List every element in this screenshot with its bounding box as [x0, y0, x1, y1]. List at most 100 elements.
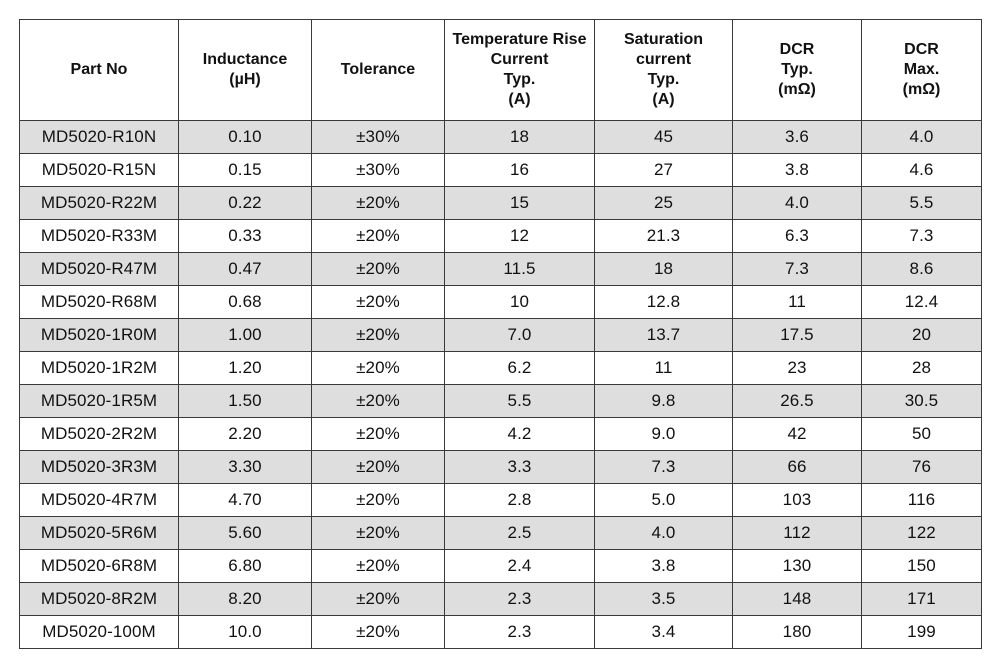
cell-inductance: 1.20 [178, 351, 312, 385]
table-row: MD5020-R10N 0.10 ±30% 18 45 3.6 4.0 [19, 120, 982, 154]
cell-part-no: MD5020-4R7M [19, 483, 179, 517]
table-body: MD5020-R10N 0.10 ±30% 18 45 3.6 4.0 MD5020-R15N… [19, 120, 982, 649]
cell-dcr-max: 50 [861, 417, 982, 451]
cell-temp-rise-current: 2.8 [444, 483, 595, 517]
cell-saturation-current: 9.8 [594, 384, 733, 418]
cell-dcr-max: 4.6 [861, 153, 982, 187]
cell-dcr-max: 28 [861, 351, 982, 385]
cell-saturation-current: 12.8 [594, 285, 733, 319]
cell-tolerance: ±20% [311, 186, 445, 220]
cell-dcr-typ: 130 [732, 549, 862, 583]
cell-dcr-max: 30.5 [861, 384, 982, 418]
cell-dcr-typ: 17.5 [732, 318, 862, 352]
cell-dcr-typ: 6.3 [732, 219, 862, 253]
cell-dcr-max: 5.5 [861, 186, 982, 220]
cell-temp-rise-current: 11.5 [444, 252, 595, 286]
cell-tolerance: ±20% [311, 582, 445, 616]
cell-part-no: MD5020-3R3M [19, 450, 179, 484]
cell-part-no: MD5020-R33M [19, 219, 179, 253]
cell-part-no: MD5020-2R2M [19, 417, 179, 451]
cell-saturation-current: 13.7 [594, 318, 733, 352]
header-tolerance: Tolerance [311, 19, 445, 121]
cell-dcr-typ: 7.3 [732, 252, 862, 286]
cell-part-no: MD5020-100M [19, 615, 179, 649]
cell-inductance: 0.15 [178, 153, 312, 187]
cell-inductance: 6.80 [178, 549, 312, 583]
cell-dcr-typ: 180 [732, 615, 862, 649]
table-row: MD5020-4R7M 4.70 ±20% 2.8 5.0 103 116 [19, 483, 982, 517]
cell-temp-rise-current: 7.0 [444, 318, 595, 352]
cell-inductance: 8.20 [178, 582, 312, 616]
cell-inductance: 0.10 [178, 120, 312, 154]
cell-dcr-max: 171 [861, 582, 982, 616]
cell-saturation-current: 3.8 [594, 549, 733, 583]
cell-dcr-typ: 4.0 [732, 186, 862, 220]
cell-inductance: 0.22 [178, 186, 312, 220]
cell-part-no: MD5020-R10N [19, 120, 179, 154]
cell-saturation-current: 18 [594, 252, 733, 286]
cell-temp-rise-current: 2.3 [444, 615, 595, 649]
cell-part-no: MD5020-R15N [19, 153, 179, 187]
cell-tolerance: ±20% [311, 549, 445, 583]
header-dcr-typ: DCR Typ. (mΩ) [732, 19, 862, 121]
cell-dcr-max: 76 [861, 450, 982, 484]
cell-saturation-current: 7.3 [594, 450, 733, 484]
cell-temp-rise-current: 15 [444, 186, 595, 220]
table-row: MD5020-R68M 0.68 ±20% 10 12.8 11 12.4 [19, 285, 982, 319]
cell-saturation-current: 11 [594, 351, 733, 385]
table-row: MD5020-R33M 0.33 ±20% 12 21.3 6.3 7.3 [19, 219, 982, 253]
cell-temp-rise-current: 2.4 [444, 549, 595, 583]
cell-tolerance: ±20% [311, 483, 445, 517]
header-part-no: Part No [19, 19, 179, 121]
cell-temp-rise-current: 5.5 [444, 384, 595, 418]
cell-part-no: MD5020-5R6M [19, 516, 179, 550]
cell-part-no: MD5020-8R2M [19, 582, 179, 616]
cell-tolerance: ±20% [311, 252, 445, 286]
cell-saturation-current: 3.4 [594, 615, 733, 649]
table-row: MD5020-6R8M 6.80 ±20% 2.4 3.8 130 150 [19, 549, 982, 583]
table-row: MD5020-R22M 0.22 ±20% 15 25 4.0 5.5 [19, 186, 982, 220]
table-row: MD5020-100M 10.0 ±20% 2.3 3.4 180 199 [19, 615, 982, 649]
cell-inductance: 2.20 [178, 417, 312, 451]
cell-part-no: MD5020-R68M [19, 285, 179, 319]
cell-saturation-current: 4.0 [594, 516, 733, 550]
cell-tolerance: ±20% [311, 516, 445, 550]
cell-dcr-max: 8.6 [861, 252, 982, 286]
cell-dcr-typ: 103 [732, 483, 862, 517]
table-row: MD5020-R47M 0.47 ±20% 11.5 18 7.3 8.6 [19, 252, 982, 286]
cell-dcr-max: 7.3 [861, 219, 982, 253]
header-row: Part No Inductance (µH) Tolerance Temper… [19, 19, 982, 121]
cell-part-no: MD5020-1R2M [19, 351, 179, 385]
cell-saturation-current: 45 [594, 120, 733, 154]
cell-saturation-current: 25 [594, 186, 733, 220]
header-temperature-rise-current: Temperature Rise Current Typ. (A) [444, 19, 595, 121]
cell-inductance: 3.30 [178, 450, 312, 484]
cell-part-no: MD5020-6R8M [19, 549, 179, 583]
cell-inductance: 4.70 [178, 483, 312, 517]
cell-tolerance: ±20% [311, 417, 445, 451]
inductor-spec-table: Part No Inductance (µH) Tolerance Temper… [19, 19, 982, 649]
cell-dcr-max: 199 [861, 615, 982, 649]
cell-inductance: 1.50 [178, 384, 312, 418]
table-row: MD5020-R15N 0.15 ±30% 16 27 3.8 4.6 [19, 153, 982, 187]
cell-dcr-typ: 112 [732, 516, 862, 550]
header-dcr-max: DCR Max. (mΩ) [861, 19, 982, 121]
cell-temp-rise-current: 16 [444, 153, 595, 187]
cell-dcr-typ: 42 [732, 417, 862, 451]
header-inductance: Inductance (µH) [178, 19, 312, 121]
table-row: MD5020-1R5M 1.50 ±20% 5.5 9.8 26.5 30.5 [19, 384, 982, 418]
cell-tolerance: ±30% [311, 153, 445, 187]
table-row: MD5020-8R2M 8.20 ±20% 2.3 3.5 148 171 [19, 582, 982, 616]
cell-inductance: 0.47 [178, 252, 312, 286]
table-row: MD5020-2R2M 2.20 ±20% 4.2 9.0 42 50 [19, 417, 982, 451]
cell-dcr-typ: 3.6 [732, 120, 862, 154]
header-saturation-current: Saturation current Typ. (A) [594, 19, 733, 121]
spec-table-container: Part No Inductance (µH) Tolerance Temper… [19, 19, 982, 649]
cell-dcr-typ: 66 [732, 450, 862, 484]
table-row: MD5020-3R3M 3.30 ±20% 3.3 7.3 66 76 [19, 450, 982, 484]
cell-part-no: MD5020-1R0M [19, 318, 179, 352]
cell-dcr-typ: 26.5 [732, 384, 862, 418]
cell-tolerance: ±20% [311, 285, 445, 319]
cell-temp-rise-current: 10 [444, 285, 595, 319]
cell-saturation-current: 27 [594, 153, 733, 187]
